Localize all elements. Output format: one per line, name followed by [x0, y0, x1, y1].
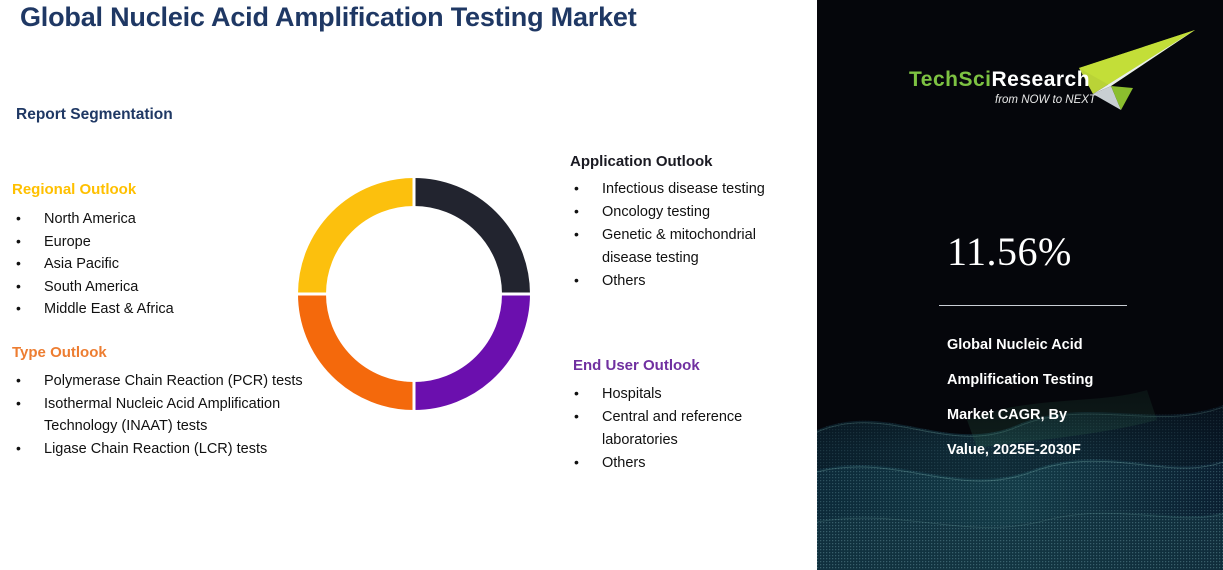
logo-tagline: from NOW to NEXT — [995, 94, 1096, 106]
logo-wordmark: TechSciResearch — [909, 68, 1090, 92]
cagr-caption-line: Market CAGR, By — [947, 407, 1068, 423]
cagr-divider — [939, 305, 1127, 306]
techsci-research-logo: TechSciResearch from NOW to NEXT — [897, 28, 1197, 116]
list-item: Asia Pacific — [12, 252, 312, 276]
list-item: North America — [12, 207, 312, 231]
list-item: Polymerase Chain Reaction (PCR) tests — [12, 369, 332, 393]
list-item: Hospitals — [570, 382, 800, 406]
section-heading-type: Type Outlook — [12, 344, 107, 361]
donut-svg — [296, 176, 532, 412]
list-item: Isothermal Nucleic Acid Amplification Te… — [12, 392, 332, 438]
list-item: Oncology testing — [570, 200, 780, 224]
right-dark-panel: TechSciResearch from NOW to NEXT 11.56% … — [817, 0, 1223, 570]
cagr-caption-line: Value, 2025E-2030F — [947, 442, 1081, 458]
list-item: Others — [570, 451, 800, 475]
section-heading-regional: Regional Outlook — [12, 181, 137, 198]
logo-name-part1: TechSci — [909, 68, 992, 91]
panel-wave-background — [817, 0, 1223, 570]
list-item: South America — [12, 275, 312, 299]
paper-plane-arrow-icon — [1079, 30, 1195, 110]
section-heading-application: Application Outlook — [570, 153, 713, 170]
list-item: Europe — [12, 230, 312, 254]
segmentation-donut-chart — [288, 165, 540, 423]
list-item: Central and reference laboratories — [570, 405, 800, 452]
list-end-user-outlook: Hospitals Central and reference laborato… — [570, 382, 800, 475]
section-heading-end-user: End User Outlook — [573, 357, 700, 374]
list-item: Middle East & Africa — [12, 297, 312, 321]
list-item: Others — [570, 269, 780, 293]
cagr-value: 11.56% — [947, 229, 1072, 274]
list-regional-outlook: North America Europe Asia Pacific South … — [12, 207, 312, 321]
list-item: Infectious disease testing — [570, 177, 780, 201]
list-type-outlook: Polymerase Chain Reaction (PCR) tests Is… — [12, 369, 332, 461]
logo-name-part2: Research — [991, 68, 1091, 91]
cagr-caption-line: Global Nucleic Acid — [947, 337, 1083, 353]
wave-mesh-graphic — [817, 0, 1223, 570]
cagr-caption: Global Nucleic Acid Amplification Testin… — [947, 328, 1177, 468]
list-item: Genetic & mitochondrial disease testing — [570, 223, 780, 270]
list-application-outlook: Infectious disease testing Oncology test… — [570, 177, 780, 293]
list-item: Ligase Chain Reaction (LCR) tests — [12, 437, 332, 461]
report-segmentation-label: Report Segmentation — [16, 106, 173, 123]
page-title: Global Nucleic Acid Amplification Testin… — [20, 2, 637, 32]
cagr-caption-line: Amplification Testing — [947, 372, 1094, 388]
